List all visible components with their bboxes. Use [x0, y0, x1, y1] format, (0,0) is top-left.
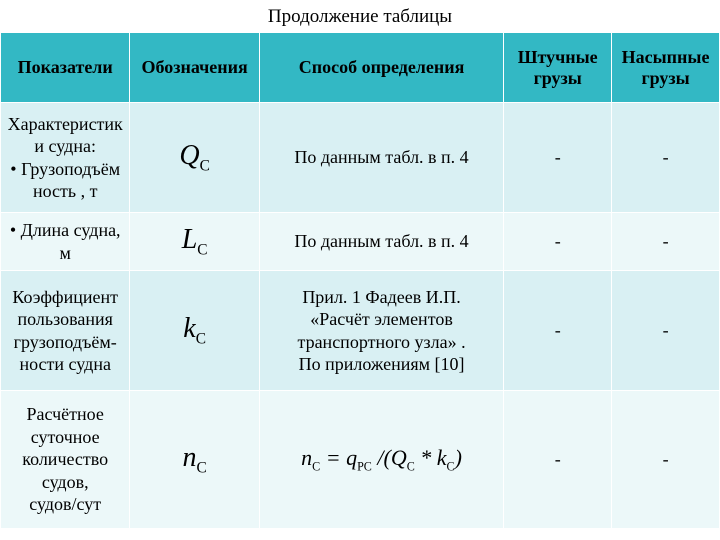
cell-symbol: LC — [130, 213, 259, 271]
table-row: Характеристики судна:• Грузоподъёмность … — [1, 103, 720, 213]
cell-piece: - — [504, 391, 612, 529]
cell-method: По данным табл. в п. 4 — [259, 103, 503, 213]
symbol-Qc: QC — [179, 140, 210, 171]
header-row: Показатели Обозначения Способ определени… — [1, 33, 720, 103]
text: Характеристики судна:• Грузоподъёмность … — [8, 114, 123, 202]
header-bulk-cargo: Насыпные грузы — [612, 33, 720, 103]
table-row: Расчётноесуточноеколичествосудов,судов/с… — [1, 391, 720, 529]
cell-method: По данным табл. в п. 4 — [259, 213, 503, 271]
text: Прил. 1 Фадеев И.П.«Расчёт элементовтран… — [297, 287, 465, 375]
symbol-nc: nC — [182, 442, 206, 473]
formula-nc: nC = qPC /(QC * kC) — [301, 445, 462, 470]
cell-bulk: - — [612, 103, 720, 213]
header-piece-cargo: Штучные грузы — [504, 33, 612, 103]
cell-bulk: - — [612, 213, 720, 271]
text: Расчётноесуточноеколичествосудов,судов/с… — [22, 404, 108, 514]
cell-piece: - — [504, 271, 612, 391]
cell-symbol: nC — [130, 391, 259, 529]
cell-bulk: - — [612, 391, 720, 529]
cell-symbol: QC — [130, 103, 259, 213]
symbol-kc: kC — [183, 313, 206, 344]
cell-indicator: Коэффициентпользованиягрузоподъём-ности … — [1, 271, 130, 391]
text: Коэффициентпользованиягрузоподъём-ности … — [12, 287, 118, 375]
table-row: • Длина судна,м LC По данным табл. в п. … — [1, 213, 720, 271]
header-designation: Обозначения — [130, 33, 259, 103]
cell-method: Прил. 1 Фадеев И.П.«Расчёт элементовтран… — [259, 271, 503, 391]
cell-indicator: Характеристики судна:• Грузоподъёмность … — [1, 103, 130, 213]
cell-bulk: - — [612, 271, 720, 391]
header-method: Способ определения — [259, 33, 503, 103]
cell-indicator: • Длина судна,м — [1, 213, 130, 271]
symbol-Lc: LC — [182, 224, 208, 255]
page-title: Продолжение таблицы — [0, 0, 720, 32]
cell-method: nC = qPC /(QC * kC) — [259, 391, 503, 529]
cell-symbol: kC — [130, 271, 259, 391]
cell-piece: - — [504, 213, 612, 271]
parameters-table: Показатели Обозначения Способ определени… — [0, 32, 720, 529]
cell-piece: - — [504, 103, 612, 213]
cell-indicator: Расчётноесуточноеколичествосудов,судов/с… — [1, 391, 130, 529]
table-row: Коэффициентпользованиягрузоподъём-ности … — [1, 271, 720, 391]
text: • Длина судна,м — [10, 220, 121, 263]
header-indicators: Показатели — [1, 33, 130, 103]
